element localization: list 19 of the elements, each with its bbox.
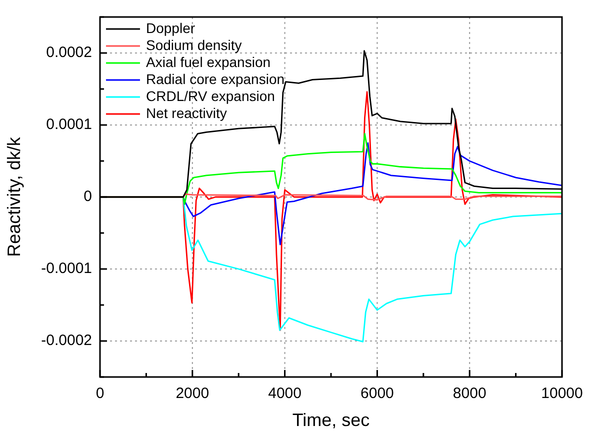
- y-tick-label: -0.0001: [41, 260, 92, 278]
- x-axis-title: Time, sec: [292, 410, 370, 430]
- y-tick-label: -0.0002: [41, 332, 92, 350]
- legend-label: Radial core expansion: [146, 70, 285, 87]
- legend-label: Net reactivity: [146, 104, 227, 121]
- legend-label: CRDL/RV expansion: [146, 88, 275, 104]
- x-tick-label: 4000: [268, 385, 302, 402]
- y-tick-label: 0.0002: [46, 44, 92, 62]
- x-tick-label: 0: [96, 385, 104, 402]
- x-tick-label: 6000: [360, 385, 394, 402]
- x-tick-label: 10000: [541, 385, 583, 402]
- legend-label: Doppler: [146, 20, 196, 36]
- y-tick-label: 0: [84, 188, 92, 206]
- legend-label: Axial fuel expansion: [146, 54, 271, 70]
- legend-label: Sodium density: [146, 36, 242, 53]
- x-tick-label: 2000: [176, 385, 210, 402]
- y-tick-label: 0.0001: [46, 116, 92, 134]
- y-axis-title: Reactivity, dk/k: [4, 136, 24, 257]
- x-tick-label: 8000: [452, 385, 486, 402]
